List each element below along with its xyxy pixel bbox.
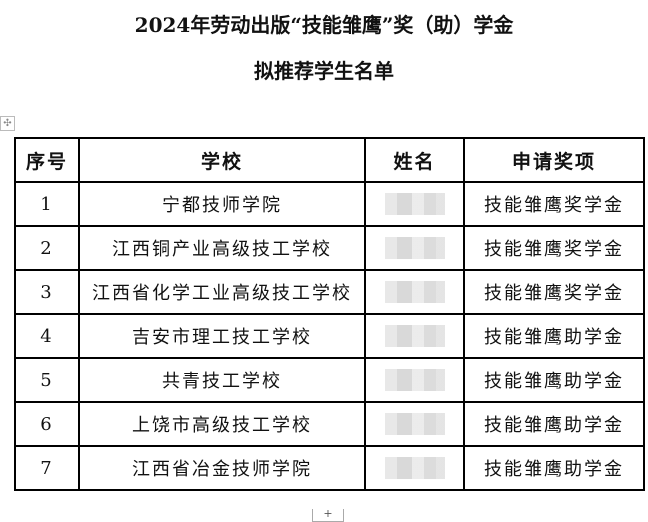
table-row: 2 江西铜产业高级技工学校 技能雏鹰奖学金 [14, 225, 645, 271]
redacted-name-blur [384, 413, 445, 435]
row-name-redacted [364, 225, 465, 271]
row-school: 江西省化学工业高级技工学校 [78, 269, 366, 315]
redacted-name-blur [384, 457, 445, 479]
row-award: 技能雏鹰助学金 [463, 313, 645, 359]
table-row: 1 宁都技师学院 技能雏鹰奖学金 [14, 181, 645, 227]
row-name-redacted [364, 445, 465, 491]
row-school: 上饶市高级技工学校 [78, 401, 366, 447]
row-name-redacted [364, 313, 465, 359]
row-number: 3 [14, 269, 80, 315]
row-school: 共青技工学校 [78, 357, 366, 403]
row-award: 技能雏鹰助学金 [463, 401, 645, 447]
row-school: 江西铜产业高级技工学校 [78, 225, 366, 271]
header-school: 学校 [78, 137, 366, 183]
row-award: 技能雏鹰奖学金 [463, 181, 645, 227]
redacted-name-blur [384, 369, 445, 391]
table-row: 5 共青技工学校 技能雏鹰助学金 [14, 357, 645, 403]
row-number: 5 [14, 357, 80, 403]
header-number: 序号 [14, 137, 80, 183]
row-school: 吉安市理工技工学校 [78, 313, 366, 359]
row-award: 技能雏鹰助学金 [463, 445, 645, 491]
row-name-redacted [364, 181, 465, 227]
row-school: 江西省冶金技师学院 [78, 445, 366, 491]
row-name-redacted [364, 401, 465, 447]
table-row: 4 吉安市理工技工学校 技能雏鹰助学金 [14, 313, 645, 359]
table-move-handle-icon[interactable]: ✣ [0, 116, 15, 131]
table-row: 6 上饶市高级技工学校 技能雏鹰助学金 [14, 401, 645, 447]
header-award: 申请奖项 [463, 137, 645, 183]
row-school: 宁都技师学院 [78, 181, 366, 227]
header-name: 姓名 [364, 137, 465, 183]
row-award: 技能雏鹰奖学金 [463, 269, 645, 315]
row-award: 技能雏鹰奖学金 [463, 225, 645, 271]
document-title: 2024年劳动出版“技能雏鹰”奖（助）学金 [134, 13, 514, 37]
row-number: 1 [14, 181, 80, 227]
student-table: 序号 学校 姓名 申请奖项 1 宁都技师学院 技能雏鹰奖学金 2 江西铜产业高级技… [14, 137, 645, 491]
table-row: 7 江西省冶金技师学院 技能雏鹰助学金 [14, 445, 645, 491]
table-header-row: 序号 学校 姓名 申请奖项 [14, 137, 645, 183]
row-number: 7 [14, 445, 80, 491]
row-name-redacted [364, 357, 465, 403]
redacted-name-blur [384, 193, 445, 215]
redacted-name-blur [384, 325, 445, 347]
redacted-name-blur [384, 237, 445, 259]
row-name-redacted [364, 269, 465, 315]
redacted-name-blur [384, 281, 445, 303]
row-number: 6 [14, 401, 80, 447]
row-number: 4 [14, 313, 80, 359]
row-award: 技能雏鹰助学金 [463, 357, 645, 403]
table-row: 3 江西省化学工业高级技工学校 技能雏鹰奖学金 [14, 269, 645, 315]
row-number: 2 [14, 225, 80, 271]
document-subtitle: 拟推荐学生名单 [254, 59, 394, 83]
add-row-button[interactable]: + [312, 508, 344, 522]
